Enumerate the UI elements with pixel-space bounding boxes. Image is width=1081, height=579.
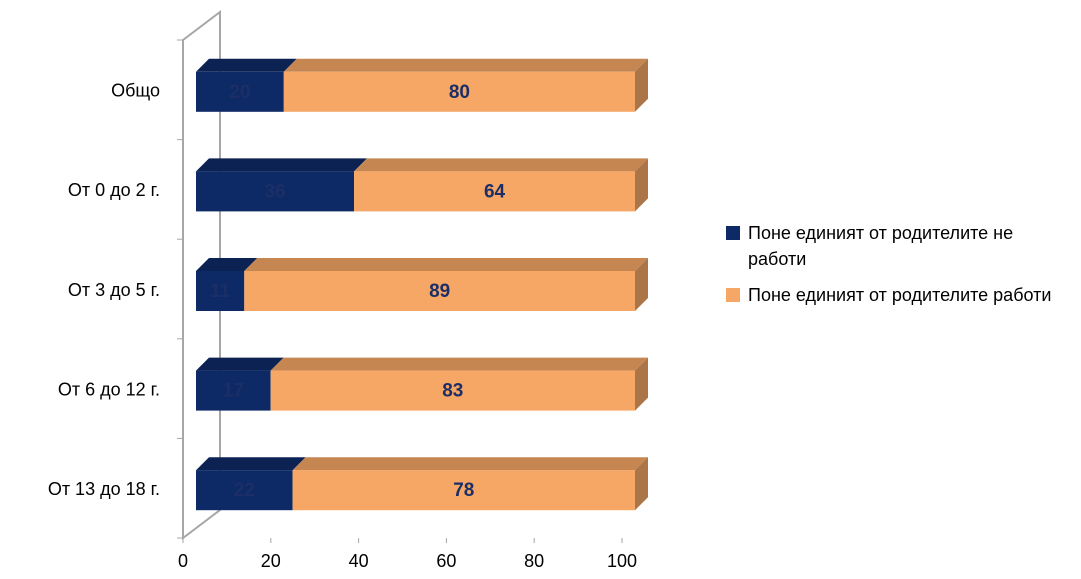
- value-label: 80: [449, 82, 470, 103]
- y-tick-label: Общо: [111, 81, 160, 101]
- legend-swatch: [726, 226, 740, 240]
- y-tick-label: От 3 до 5 г.: [68, 280, 160, 300]
- x-tick-label: 60: [436, 551, 456, 571]
- value-label: 83: [442, 381, 463, 402]
- x-tick-label: 0: [178, 551, 188, 571]
- value-label: 36: [264, 181, 285, 202]
- bar-top: [270, 357, 648, 371]
- bar-top: [283, 58, 648, 72]
- bar: [354, 171, 635, 212]
- x-tick-label: 100: [607, 551, 637, 571]
- bar-top: [196, 58, 297, 72]
- bar-top: [196, 457, 306, 471]
- value-label: 64: [484, 181, 506, 202]
- x-tick-label: 20: [261, 551, 281, 571]
- legend-item: Поне единият от родителите не работи: [726, 220, 1076, 272]
- value-label: 11: [210, 281, 231, 302]
- bar: [244, 271, 636, 311]
- bar: [283, 71, 635, 112]
- bar-top: [196, 158, 368, 172]
- value-label: 20: [229, 82, 250, 103]
- y-tick-label: От 0 до 2 г.: [68, 180, 160, 200]
- legend-label: Поне единият от родителите работи: [748, 285, 1052, 305]
- bar: [196, 71, 284, 112]
- bar-side: [635, 258, 648, 311]
- value-label: 89: [429, 281, 450, 302]
- bar-top: [196, 357, 284, 371]
- bar-top: [292, 457, 648, 471]
- bar-side: [635, 457, 648, 511]
- bar-side: [635, 357, 648, 411]
- bar-top: [196, 258, 258, 271]
- value-label: 22: [234, 480, 255, 501]
- value-label: 78: [453, 480, 474, 501]
- legend: Поне единият от родителите не работи Поне…: [726, 220, 1076, 318]
- bar-top: [244, 258, 649, 271]
- bar-side: [635, 58, 648, 112]
- bar: [196, 271, 245, 311]
- x-tick-label: 80: [524, 551, 544, 571]
- bar: [270, 370, 635, 411]
- x-tick-label: 40: [349, 551, 369, 571]
- y-tick-label: От 13 до 18 г.: [48, 479, 160, 499]
- legend-item: Поне единият от родителите работи: [726, 282, 1076, 308]
- bar: [196, 470, 293, 511]
- bar: [196, 370, 271, 411]
- legend-swatch: [726, 288, 740, 302]
- bar: [292, 470, 635, 511]
- bar-top: [354, 158, 648, 172]
- value-label: 17: [223, 381, 244, 402]
- bar: [196, 171, 355, 212]
- y-tick-label: От 6 до 12 г.: [58, 379, 160, 399]
- bar-side: [635, 158, 648, 212]
- legend-label: Поне единият от родителите не работи: [748, 223, 1014, 269]
